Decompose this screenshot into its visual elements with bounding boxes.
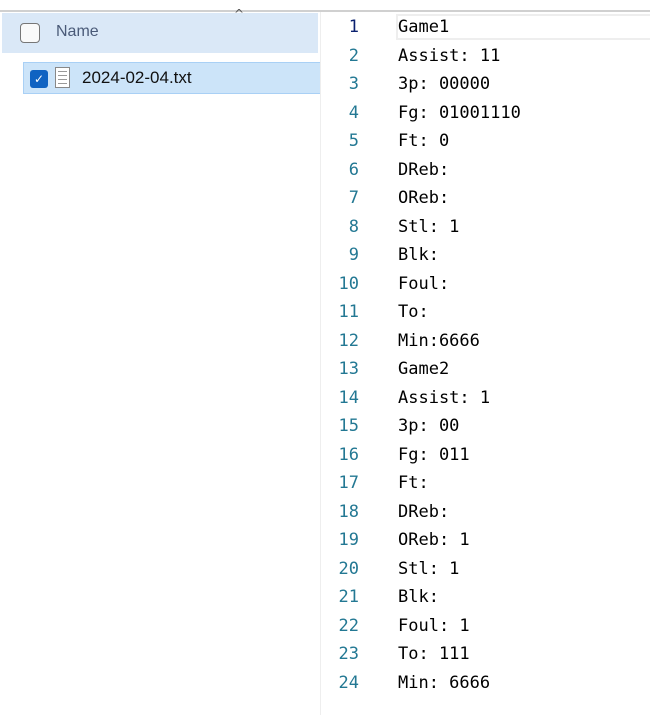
editor-line[interactable]: 20 Stl: 1 [321,555,650,584]
line-number: 8 [348,216,359,237]
editor-line[interactable]: 14 Assist: 1 [321,384,650,413]
file-row[interactable]: ✓ 2024-02-04.txt [23,62,320,94]
editor-line[interactable]: 11 To: [321,298,650,327]
line-number: 9 [348,245,359,265]
line-number: 5 [348,131,359,151]
line-number: 23 [338,644,359,664]
line-text: Foul: [398,273,450,294]
line-text: Fg: 011 [398,444,470,465]
editor-line[interactable]: 17 Ft: [321,469,650,498]
line-number: 12 [338,330,359,351]
line-number: 19 [338,530,359,550]
line-number: 18 [338,501,359,522]
editor-line[interactable]: 18 DReb: [321,498,650,527]
text-editor[interactable]: 1 Game1 2 Assist: 11 3 3p: 00000 4 Fg: 01001110… [320,12,650,715]
line-number: 13 [338,359,359,379]
line-text: DReb: [398,159,450,180]
line-text: Stl: 1 [398,216,460,237]
line-text: Min:6666 [398,330,480,351]
editor-line[interactable]: 21 Blk: [321,583,650,612]
line-text: Ft: 0 [398,131,450,151]
line-number: 20 [338,558,359,579]
column-header-name[interactable]: Name ^ [2,7,318,53]
line-text: Game1 [398,17,450,37]
editor-line[interactable]: 13 Game2 [321,355,650,384]
editor-line[interactable]: 5 Ft: 0 [321,127,650,156]
line-text: To: [398,302,429,322]
editor-line[interactable]: 10 Foul: [321,270,650,299]
line-number: 1 [348,17,359,37]
editor-line[interactable]: 2 Assist: 11 [321,42,650,71]
line-number: 6 [348,159,359,180]
line-number: 2 [348,45,359,66]
line-text: Blk: [398,245,439,265]
chevron-up-icon: ^ [234,7,245,21]
line-number: 3 [348,74,359,94]
line-number: 4 [348,102,359,123]
text-file-icon [55,67,70,88]
editor-line[interactable]: 23 To: 111 [321,640,650,669]
line-text: Foul: 1 [398,615,470,636]
file-checkbox[interactable]: ✓ [30,70,48,88]
editor-line[interactable]: 4 Fg: 01001110 [321,99,650,128]
line-text: Assist: 1 [398,387,491,408]
line-text: 3p: 00 [398,416,460,436]
editor-line[interactable]: 24 Min: 6666 [321,669,650,698]
current-line-highlight [396,14,650,40]
file-name: 2024-02-04.txt [82,68,192,87]
line-number: 11 [338,302,359,322]
line-text: OReb: 1 [398,530,470,550]
line-number: 21 [338,587,359,607]
editor-line[interactable]: 16 Fg: 011 [321,441,650,470]
line-number: 22 [338,615,359,636]
line-number: 14 [338,387,359,408]
line-number: 24 [338,672,359,693]
line-text: Game2 [398,359,450,379]
window-divider [0,10,650,12]
line-text: Assist: 11 [398,45,501,66]
line-text: Stl: 1 [398,558,460,579]
line-number: 15 [338,416,359,436]
line-number: 17 [338,473,359,493]
line-text: Fg: 01001110 [398,102,521,123]
line-text: To: 111 [398,644,470,664]
editor-line[interactable]: 9 Blk: [321,241,650,270]
editor-line[interactable]: 19 OReb: 1 [321,526,650,555]
line-text: DReb: [398,501,450,522]
editor-line[interactable]: 8 Stl: 1 [321,213,650,242]
line-number: 7 [348,188,359,208]
editor-line[interactable]: 22 Foul: 1 [321,612,650,641]
editor-line[interactable]: 1 Game1 [321,13,650,42]
line-text: 3p: 00000 [398,74,491,94]
line-text: Blk: [398,587,439,607]
select-all-checkbox[interactable] [20,23,40,43]
editor-line[interactable]: 15 3p: 00 [321,412,650,441]
line-number: 16 [338,444,359,465]
line-text: Ft: [398,473,429,493]
file-explorer: Name ^ ✓ 2024-02-04.txt [0,7,320,715]
line-number: 10 [338,273,359,294]
column-header-label: Name [56,23,99,40]
editor-line[interactable]: 3 3p: 00000 [321,70,650,99]
editor-line[interactable]: 12 Min:6666 [321,327,650,356]
line-text: Min: 6666 [398,672,491,693]
editor-line[interactable]: 6 DReb: [321,156,650,185]
line-text: OReb: [398,188,450,208]
editor-line[interactable]: 7 OReb: [321,184,650,213]
